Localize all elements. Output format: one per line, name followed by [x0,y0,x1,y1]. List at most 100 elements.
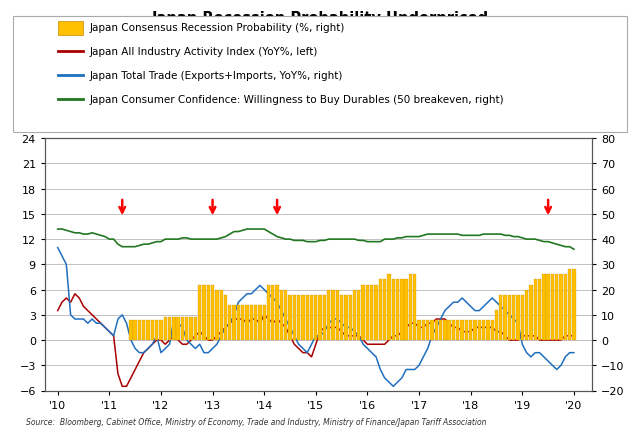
Bar [189,318,193,340]
Bar [275,285,279,340]
Bar [150,320,154,340]
Bar [237,305,240,340]
Bar [164,318,167,340]
Bar [215,290,218,340]
Bar [168,318,172,340]
Bar [305,295,309,340]
Text: Japan Recession Probability Underpriced: Japan Recession Probability Underpriced [152,11,488,26]
Bar [142,320,145,340]
Bar [211,285,214,340]
Bar [465,320,468,340]
Bar [159,320,163,340]
Bar [284,290,287,340]
Bar [280,290,283,340]
Bar [392,280,395,340]
Bar [258,305,262,340]
Bar [551,275,554,340]
Bar [155,320,158,340]
Bar [332,290,335,340]
Bar [374,285,378,340]
Bar [198,285,202,340]
Bar [512,295,515,340]
Bar [271,285,275,340]
Bar [241,305,244,340]
Bar [228,305,232,340]
Bar [534,280,537,340]
Bar [129,320,132,340]
Bar [529,285,532,340]
Bar [379,280,382,340]
Bar [477,320,481,340]
Bar [435,320,438,340]
Bar [439,320,442,340]
Bar [362,285,365,340]
Bar [370,285,373,340]
Bar [564,275,567,340]
Bar [486,320,490,340]
Bar [349,295,352,340]
Bar [314,295,317,340]
Bar [568,270,572,340]
Bar [185,318,188,340]
Bar [245,305,249,340]
Bar [357,290,360,340]
Bar [555,275,559,340]
Bar [335,290,339,340]
Bar [447,320,451,340]
Bar [366,285,369,340]
Text: @SoberLook: @SoberLook [461,76,522,86]
Bar [456,320,460,340]
Bar [409,275,412,340]
Text: Posted on: Posted on [461,30,509,40]
Bar [525,290,528,340]
Bar [460,320,464,340]
Text: Source:  Bloomberg, Cabinet Office, Ministry of Economy, Trade and Industry, Min: Source: Bloomberg, Cabinet Office, Minis… [26,417,486,426]
Bar [340,295,343,340]
Bar [387,275,390,340]
Bar [172,318,175,340]
Bar [232,305,236,340]
Bar [194,318,197,340]
Bar [254,305,257,340]
Text: WSJ: The Daily Shot: WSJ: The Daily Shot [461,46,557,56]
Bar [180,318,184,340]
Bar [482,320,485,340]
Text: Japan Consensus Recession Probability (%, right): Japan Consensus Recession Probability (%… [90,23,345,33]
Bar [474,320,477,340]
Bar [499,295,502,340]
Bar [267,285,270,340]
Bar [520,295,524,340]
Text: Japan Consumer Confidence: Willingness to Buy Durables (50 breakeven, right): Japan Consumer Confidence: Willingness t… [90,95,504,105]
Bar [443,320,447,340]
Bar [202,285,205,340]
Bar [430,320,434,340]
Bar [508,295,511,340]
Bar [538,280,541,340]
Bar [138,320,141,340]
Bar [495,310,498,340]
Bar [323,295,326,340]
Bar [400,280,404,340]
Bar [224,295,227,340]
Bar [220,290,223,340]
Bar [301,295,305,340]
Bar [404,280,408,340]
Bar [297,295,300,340]
Bar [327,290,330,340]
Bar [319,295,322,340]
Bar [310,295,313,340]
Bar [572,270,575,340]
Bar [452,320,455,340]
Bar [490,320,494,340]
Bar [417,320,420,340]
Bar [469,320,472,340]
Bar [542,275,545,340]
Bar [426,320,429,340]
Bar [547,275,550,340]
Bar [292,295,296,340]
Bar [289,295,292,340]
Text: Japan All Industry Activity Index (YoY%, left): Japan All Industry Activity Index (YoY%,… [90,47,318,57]
Bar [396,280,399,340]
Bar [559,275,563,340]
Bar [413,275,417,340]
